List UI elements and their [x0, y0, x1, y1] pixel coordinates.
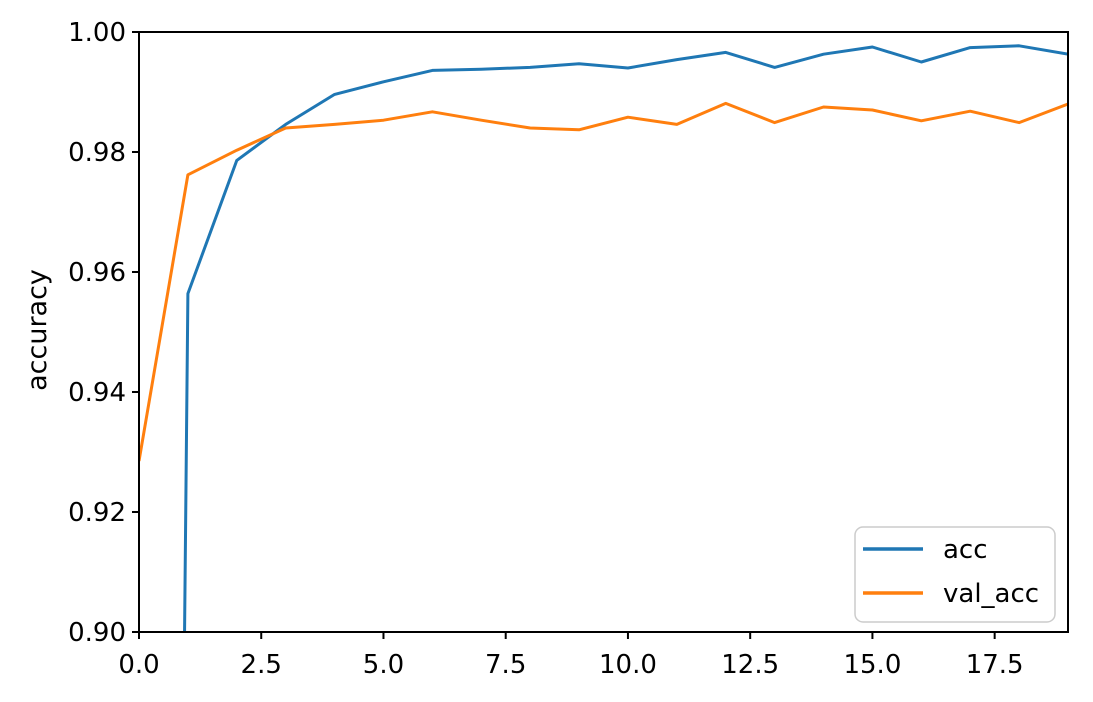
x-tick-label: 12.5 [721, 650, 779, 680]
series-lines [139, 44, 1068, 632]
y-axis-label: accuracy [22, 269, 53, 391]
x-tick-label: 7.5 [485, 650, 526, 680]
y-tick-label: 0.90 [68, 618, 126, 648]
x-axis-ticks: 0.0 2.5 5.0 7.5 10.0 12.5 15.0 17.5 [118, 632, 1024, 680]
plot-border [138, 31, 1069, 633]
y-tick-label: 0.92 [68, 498, 126, 528]
series-line-acc [183, 44, 1068, 632]
x-tick-label: 0.0 [118, 650, 159, 680]
x-tick-label: 15.0 [843, 650, 901, 680]
y-tick-label: 0.96 [68, 258, 126, 288]
x-tick-label: 10.0 [599, 650, 657, 680]
y-tick-label: 0.94 [68, 378, 126, 408]
y-tick-label: 1.00 [68, 18, 126, 48]
legend-label-val-acc: val_acc [943, 579, 1039, 609]
x-tick-label: 5.0 [363, 650, 404, 680]
series-line-val_acc [139, 101, 1068, 462]
x-tick-label: 17.5 [966, 650, 1024, 680]
y-tick-label: 0.98 [68, 138, 126, 168]
x-tick-label: 2.5 [241, 650, 282, 680]
legend: acc val_acc [854, 526, 1056, 623]
legend-label-acc: acc [943, 535, 988, 565]
y-axis-ticks: 0.90 0.92 0.94 0.96 0.98 1.00 [68, 18, 139, 648]
